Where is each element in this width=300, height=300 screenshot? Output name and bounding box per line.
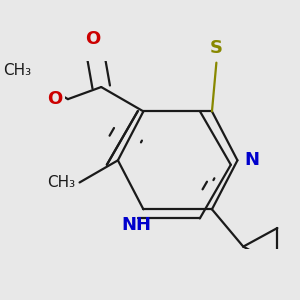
Text: CH₃: CH₃ bbox=[3, 63, 31, 78]
Text: N: N bbox=[244, 151, 259, 169]
Text: O: O bbox=[47, 90, 62, 108]
Text: CH₃: CH₃ bbox=[47, 175, 75, 190]
Text: O: O bbox=[85, 30, 100, 48]
Text: S: S bbox=[210, 39, 223, 57]
Text: NH: NH bbox=[122, 216, 152, 234]
